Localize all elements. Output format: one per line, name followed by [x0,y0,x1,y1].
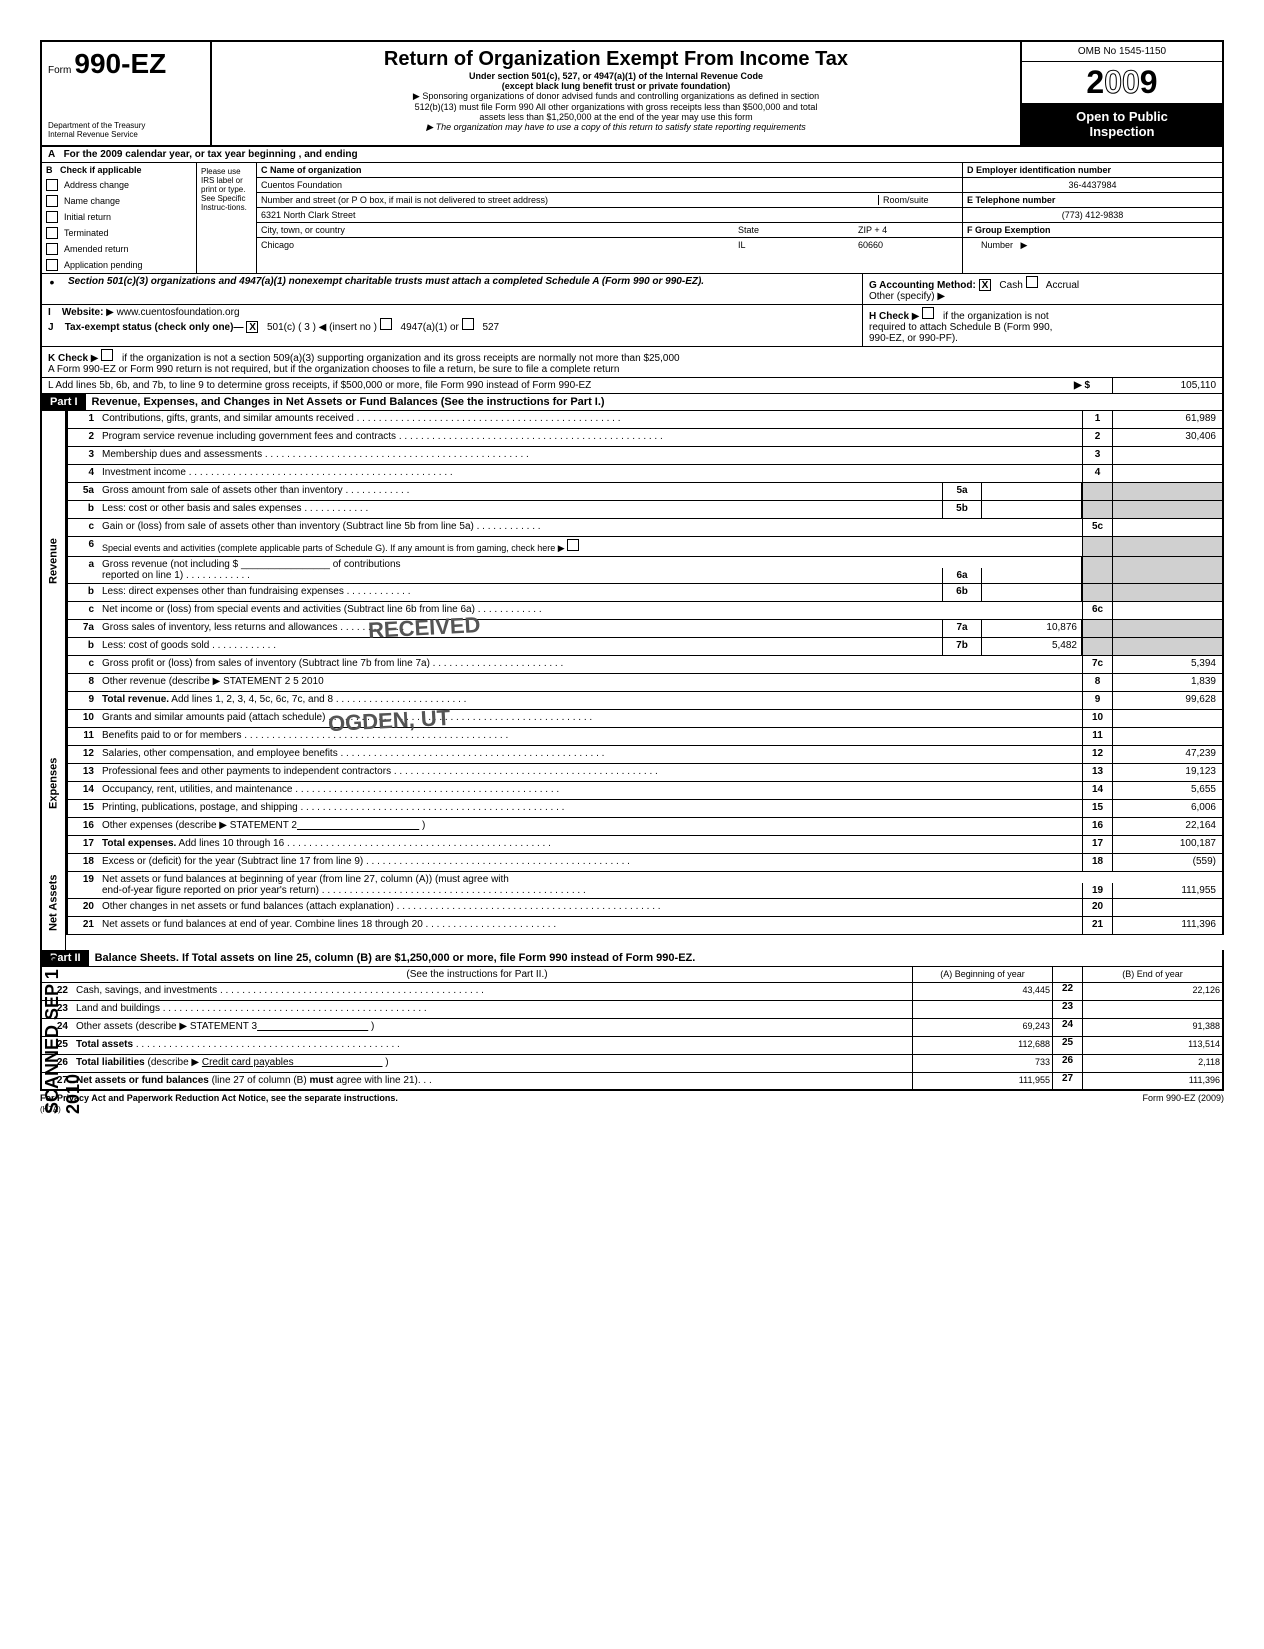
check-pending[interactable] [46,259,58,271]
line26a: 733 [912,1055,1052,1072]
check-4947[interactable] [380,318,392,330]
line17-val: 100,187 [1112,836,1222,853]
line-a-text: For the 2009 calendar year, or tax year … [64,149,358,160]
please-use-label: Please use IRS label or print or type. S… [197,163,257,273]
line18-val: (559) [1112,854,1222,871]
section-501-note: Section 501(c)(3) organizations and 4947… [68,276,704,287]
line8-val: 1,839 [1112,674,1222,691]
expenses-label: Expenses [42,711,66,856]
line7a-val: 10,876 [982,620,1082,637]
phone: (773) 412-9838 [963,208,1222,223]
form-subtitle1: Under section 501(c), 527, or 4947(a)(1)… [224,71,1008,81]
line24b: 91,388 [1082,1019,1222,1036]
check-k[interactable] [101,349,113,361]
inspection-text2: Inspection [1028,124,1216,139]
line7c-val: 5,394 [1112,656,1222,673]
line27a: 111,955 [912,1073,1052,1089]
check-527[interactable] [462,318,474,330]
check-header: Check if applicable [60,165,142,175]
check-cash[interactable] [979,279,991,291]
line3-val [1112,447,1222,464]
form-note2: 512(b)(13) must file Form 990 All other … [224,102,1008,112]
form-number: 990-EZ [74,48,166,79]
line7b-val: 5,482 [982,638,1082,655]
scanned-stamp: SCANNED SEP 1 6 2010 [42,940,84,1114]
form-title: Return of Organization Exempt From Incom… [224,48,1008,71]
line24a: 69,243 [912,1019,1052,1036]
line25a: 112,688 [912,1037,1052,1054]
ein: 36-4437984 [963,178,1222,193]
line25b: 113,514 [1082,1037,1222,1054]
part1-title: Revenue, Expenses, and Changes in Net As… [86,394,1222,410]
form-note4: The organization may have to use a copy … [224,122,1008,133]
part2-title: Balance Sheets. If Total assets on line … [89,950,1222,966]
form-note1: Sponsoring organizations of donor advise… [224,91,1008,102]
form-subtitle2: (except black lung benefit trust or priv… [224,81,1008,91]
line14-val: 5,655 [1112,782,1222,799]
check-initial[interactable] [46,211,58,223]
check-name[interactable] [46,195,58,207]
line1-val: 61,989 [1112,411,1222,428]
dept-treasury: Department of the Treasury [48,121,204,130]
hta: (HTA) [40,1105,1224,1114]
form-header: Form 990-EZ Department of the Treasury I… [40,40,1224,147]
org-zip: 60660 [858,240,958,250]
org-address: 6321 North Clark Street [261,210,356,220]
org-name: Cuentos Foundation [261,180,342,190]
line12-val: 47,239 [1112,746,1222,763]
check-amended[interactable] [46,243,58,255]
line22b: 22,126 [1082,983,1222,1000]
check-terminated[interactable] [46,227,58,239]
line16-val: 22,164 [1112,818,1222,835]
website: www.cuentosfoundation.org [117,307,240,318]
dept-irs: Internal Revenue Service [48,130,204,139]
org-city: Chicago [261,240,738,250]
inspection-text1: Open to Public [1028,109,1216,124]
line9-val: 99,628 [1112,692,1222,709]
check-501c[interactable] [246,321,258,333]
org-state: IL [738,240,858,250]
col-b-header: (B) End of year [1082,967,1222,982]
check-h[interactable] [922,307,934,319]
privacy-notice: For Privacy Act and Paperwork Reduction … [40,1093,398,1103]
check-accrual[interactable] [1026,276,1038,288]
line26b: 2,118 [1082,1055,1222,1072]
line22a: 43,445 [912,983,1052,1000]
col-a-header: (A) Beginning of year [912,967,1052,982]
netassets-label: Net Assets [42,856,66,950]
gross-receipts: 105,110 [1112,378,1222,393]
line21-val: 111,396 [1112,917,1222,934]
line19-val: 111,955 [1112,883,1222,898]
check-gaming[interactable] [567,539,579,551]
form-prefix: Form [48,65,71,76]
omb-number: OMB No 1545-1150 [1022,42,1222,62]
line27b: 111,396 [1082,1073,1222,1089]
line4-val [1112,465,1222,482]
revenue-label: Revenue [42,411,66,711]
part1-label: Part I [42,394,86,410]
check-address[interactable] [46,179,58,191]
line15-val: 6,006 [1112,800,1222,817]
line2-val: 30,406 [1112,429,1222,446]
form-ref: Form 990-EZ (2009) [1142,1093,1224,1103]
line13-val: 19,123 [1112,764,1222,781]
form-note3: assets less than $1,250,000 at the end o… [224,112,1008,122]
501c-num: 3 [304,322,310,333]
tax-year: 2009 [1022,62,1222,103]
